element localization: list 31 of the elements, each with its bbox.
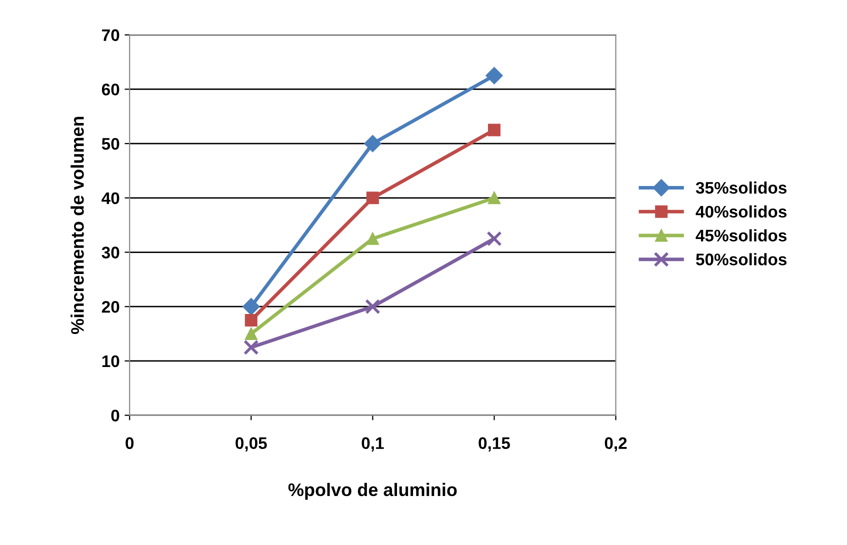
point — [366, 192, 379, 204]
y-tick-label: 50 — [102, 138, 120, 150]
x-tick-label: 0,15 — [478, 437, 510, 452]
y-tick-label: 70 — [102, 29, 120, 42]
point — [244, 328, 258, 340]
y-tick-label: 40 — [102, 192, 120, 204]
x-tick-label: 0,05 — [236, 437, 267, 452]
y-tick-label: 30 — [102, 246, 120, 258]
point — [365, 298, 380, 314]
point — [364, 135, 382, 152]
point — [488, 192, 500, 204]
point — [486, 67, 503, 84]
y-tick-label: 10 — [102, 355, 120, 368]
x-axis-title: %polvo de aluminio — [288, 482, 457, 500]
y-tick-label: 0 — [111, 410, 120, 422]
point — [242, 298, 260, 316]
x-tick-label: 0 — [126, 437, 134, 450]
y-axis-title: %incremento de volumen — [70, 116, 84, 334]
y-tick-label: 20 — [102, 301, 120, 313]
legend-label: 40%solidos — [696, 205, 787, 218]
legend-label: 35%solidos — [696, 182, 787, 194]
x-tick-label: 0,2 — [604, 437, 627, 452]
x-tick-label: 0,1 — [362, 437, 384, 452]
point — [243, 340, 259, 355]
legend-label: 50%solidos — [696, 253, 787, 266]
point — [244, 314, 258, 326]
legend-label: 45%solidos — [696, 229, 787, 242]
point — [366, 232, 379, 245]
y-tick-label: 60 — [102, 84, 120, 96]
point — [488, 124, 500, 136]
point — [486, 231, 502, 246]
